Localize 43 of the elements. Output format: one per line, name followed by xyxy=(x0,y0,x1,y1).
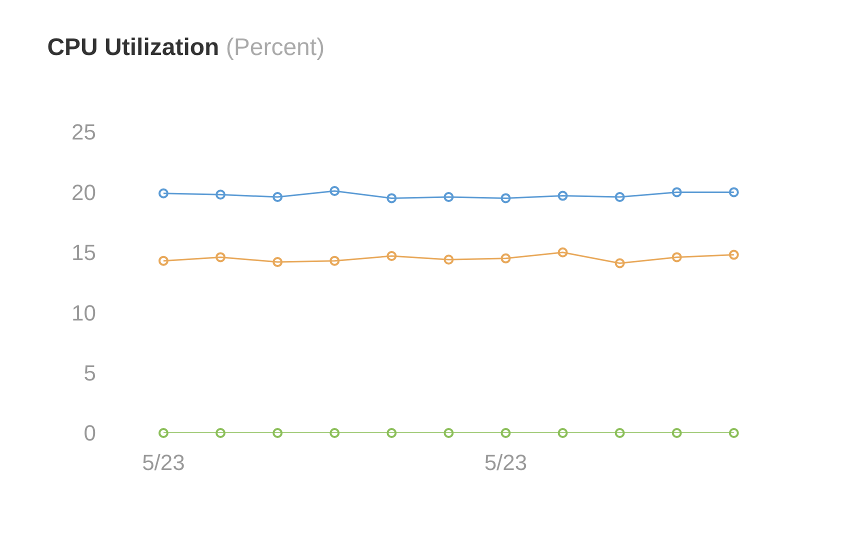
point xyxy=(614,258,625,268)
point xyxy=(158,428,168,438)
point xyxy=(444,428,454,438)
point xyxy=(272,428,283,438)
y-tick-label: 0 xyxy=(84,420,96,446)
point xyxy=(614,428,625,438)
point xyxy=(216,428,226,438)
point xyxy=(558,190,568,201)
point xyxy=(444,254,454,265)
point xyxy=(386,193,397,204)
point xyxy=(500,428,511,438)
point xyxy=(500,193,511,204)
point xyxy=(614,192,625,202)
point xyxy=(386,428,397,438)
x-tick-label: 5/23 xyxy=(484,450,528,475)
point xyxy=(330,428,340,438)
point xyxy=(330,186,340,196)
point xyxy=(672,428,682,438)
chart-title: CPU Utilization xyxy=(47,34,220,62)
point xyxy=(728,187,739,198)
point xyxy=(728,250,739,260)
point xyxy=(444,192,454,202)
point xyxy=(386,251,397,262)
point xyxy=(216,190,226,200)
point xyxy=(672,252,682,262)
y-tick-label: 10 xyxy=(72,300,96,326)
point xyxy=(158,256,168,266)
point xyxy=(672,187,682,198)
point xyxy=(558,428,568,438)
point xyxy=(500,253,511,264)
y-tick-label: 5 xyxy=(84,360,96,386)
point xyxy=(558,247,568,258)
point xyxy=(330,256,340,266)
point xyxy=(272,257,283,268)
y-tick-label: 25 xyxy=(72,120,96,145)
y-tick-label: 15 xyxy=(72,240,96,266)
point xyxy=(216,252,226,262)
point xyxy=(272,192,283,202)
point xyxy=(158,188,168,198)
x-tick-label: 5/23 xyxy=(142,450,185,475)
chart-subtitle: (Percent) xyxy=(226,34,325,62)
y-tick-label: 20 xyxy=(72,180,96,205)
point xyxy=(728,428,739,438)
